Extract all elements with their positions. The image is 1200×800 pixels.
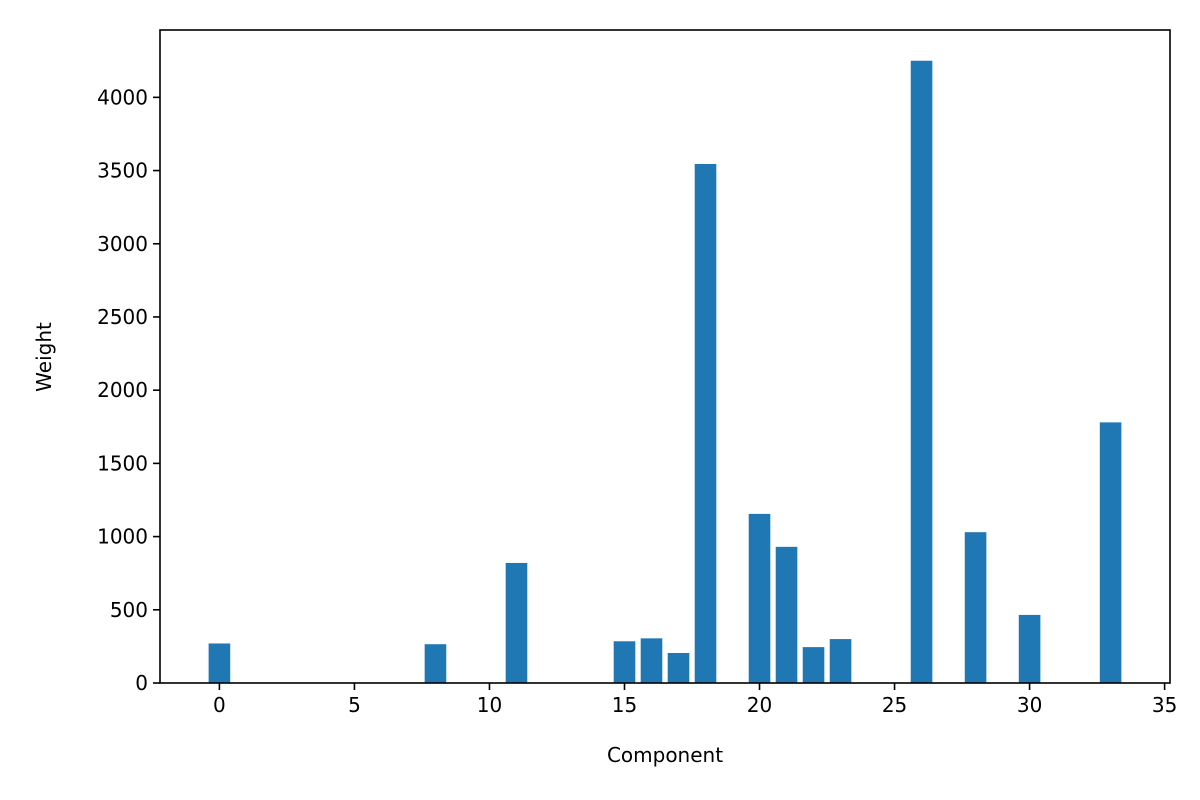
bar-component-28 (964, 532, 987, 683)
bar-component-17 (667, 652, 690, 683)
x-tick-label: 25 (882, 693, 907, 717)
y-tick-label: 2000 (97, 378, 148, 402)
y-axis-label: Weight (32, 322, 56, 392)
plot-frame (159, 29, 1171, 684)
x-axis-label: Component (607, 743, 723, 767)
bar-component-30 (1018, 614, 1041, 683)
y-tick-label: 1500 (97, 451, 148, 475)
bar-component-23 (829, 639, 852, 683)
bar-component-20 (748, 513, 771, 683)
y-tick-label: 0 (135, 671, 148, 695)
bars-group (208, 60, 1122, 684)
bar-component-26 (910, 60, 933, 683)
bar-component-11 (505, 562, 528, 683)
y-tick-label: 3000 (97, 232, 148, 256)
y-tick-label: 1000 (97, 525, 148, 549)
x-tick-label: 35 (1152, 693, 1177, 717)
x-tick-label: 15 (612, 693, 637, 717)
bar-component-0 (208, 643, 231, 683)
x-tick-label: 30 (1017, 693, 1042, 717)
x-tick-label: 0 (213, 693, 226, 717)
y-tick-label: 4000 (97, 85, 148, 109)
y-tick-label: 3500 (97, 159, 148, 183)
x-tick-label: 10 (477, 693, 502, 717)
bar-component-22 (802, 647, 825, 683)
x-tick-label: 20 (747, 693, 772, 717)
bar-component-15 (613, 641, 636, 683)
bar-component-8 (424, 644, 447, 683)
x-tick-label: 5 (348, 693, 361, 717)
bar-component-16 (640, 638, 663, 683)
y-tick-label: 500 (110, 598, 148, 622)
y-axis-ticks: 0 500 1000 1500 2000 2500 3000 3500 4000 (97, 85, 160, 695)
y-tick-label: 2500 (97, 305, 148, 329)
bar-component-18 (694, 163, 717, 684)
bar-component-33 (1099, 422, 1122, 683)
bar-component-21 (775, 546, 798, 683)
x-axis-ticks: 0 5 10 15 20 25 30 35 (213, 683, 1177, 717)
